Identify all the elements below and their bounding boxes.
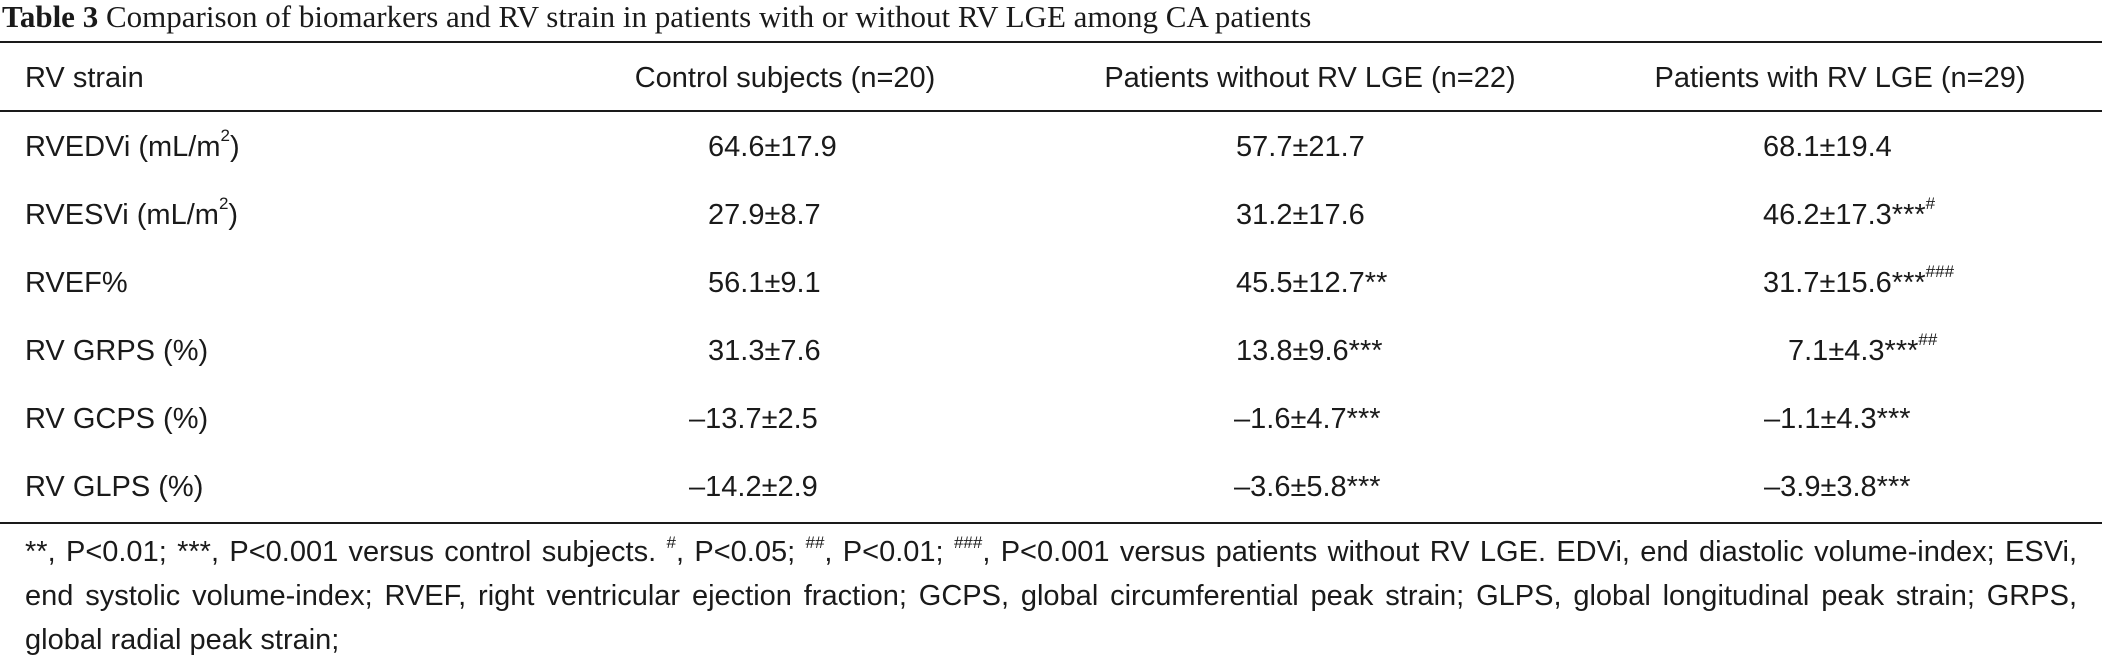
cell-without-lge: 13.8±9.6*** <box>1236 335 1383 367</box>
row-label: RV GRPS (%) <box>25 335 209 367</box>
table-row: RVEDVi (mL/m2) 64.6±17.9 57.7±21.7 68.1±… <box>0 113 2102 181</box>
cell-without-lge: 57.7±21.7 <box>1236 131 1365 163</box>
table-row: RVESVi (mL/m2) 27.9±8.7 31.2±17.6 46.2±1… <box>0 181 2102 249</box>
cell-with-lge: –1.1±4.3*** <box>1764 403 1911 435</box>
header-rule <box>0 110 2102 112</box>
cell-with-lge: 7.1±4.3***## <box>1788 330 1938 367</box>
cell-control: –13.7±2.5 <box>689 403 818 435</box>
cell-without-lge: –1.6±4.7*** <box>1234 403 1381 435</box>
table-footnote: **, P<0.01; ***, P<0.001 versus control … <box>25 533 2078 656</box>
row-label: RVESVi (mL/m2) <box>25 194 239 231</box>
cell-control: 56.1±9.1 <box>708 267 821 299</box>
cell-control: 64.6±17.9 <box>708 131 837 163</box>
cell-without-lge: 31.2±17.6 <box>1236 199 1365 231</box>
row-label: RVEDVi (mL/m2) <box>25 126 240 163</box>
table-caption-label: Table 3 <box>2 0 99 34</box>
table-header-row: RV strain Control subjects (n=20) Patien… <box>0 44 2102 112</box>
header-control-subjects: Control subjects (n=20) <box>634 62 936 94</box>
cell-control: –14.2±2.9 <box>689 471 818 503</box>
top-rule <box>0 41 2102 43</box>
header-patients-without-rv-lge: Patients without RV LGE (n=22) <box>1104 62 1516 94</box>
row-label: RV GLPS (%) <box>25 471 204 503</box>
header-rv-strain: RV strain <box>25 62 144 94</box>
table-caption-text: Comparison of biomarkers and RV strain i… <box>105 0 1312 34</box>
row-label: RVEF% <box>25 267 128 299</box>
cell-with-lge: 68.1±19.4 <box>1763 131 1892 163</box>
table-row: RVEF% 56.1±9.1 45.5±12.7** 31.7±15.6***#… <box>0 249 2102 317</box>
cell-without-lge: 45.5±12.7** <box>1236 267 1388 299</box>
table-row: RV GRPS (%) 31.3±7.6 13.8±9.6*** 7.1±4.3… <box>0 317 2102 385</box>
table-row: RV GCPS (%) –13.7±2.5 –1.6±4.7*** –1.1±4… <box>0 385 2102 453</box>
row-label: RV GCPS (%) <box>25 403 209 435</box>
cell-with-lge: –3.9±3.8*** <box>1764 471 1911 503</box>
cell-control: 27.9±8.7 <box>708 199 821 231</box>
cell-with-lge: 46.2±17.3***# <box>1763 194 1936 231</box>
header-patients-with-rv-lge: Patients with RV LGE (n=29) <box>1654 62 2026 94</box>
table-caption: Table 3 Comparison of biomarkers and RV … <box>2 0 1311 40</box>
table-row: RV GLPS (%) –14.2±2.9 –3.6±5.8*** –3.9±3… <box>0 453 2102 521</box>
cell-without-lge: –3.6±5.8*** <box>1234 471 1381 503</box>
cell-control: 31.3±7.6 <box>708 335 821 367</box>
bottom-rule <box>0 522 2102 524</box>
cell-with-lge: 31.7±15.6***### <box>1763 262 1955 299</box>
